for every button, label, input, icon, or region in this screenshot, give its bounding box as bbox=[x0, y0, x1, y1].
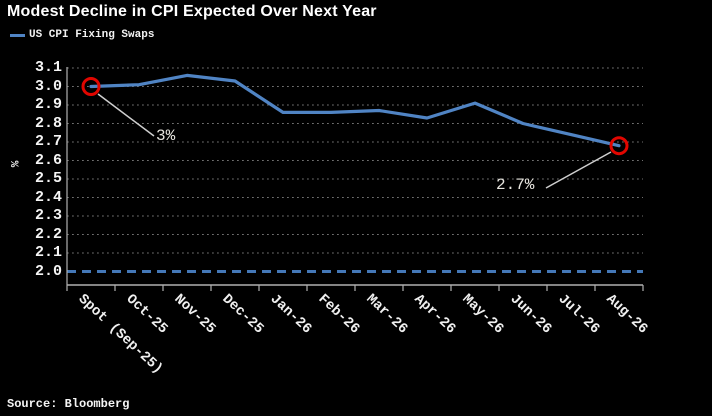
y-tick-label: 2.8 bbox=[34, 114, 62, 132]
y-tick-label: 2.1 bbox=[34, 244, 62, 261]
annotation-label: 2.7% bbox=[496, 176, 535, 194]
y-tick-label: 2.7 bbox=[34, 133, 62, 150]
y-tick-label: 2.6 bbox=[34, 151, 62, 169]
annotation-label: 3% bbox=[156, 127, 176, 145]
highlight-ring bbox=[609, 136, 629, 156]
y-tick-label: 2.3 bbox=[34, 207, 62, 224]
legend-line-swatch bbox=[10, 34, 25, 37]
annotation-leader-line bbox=[97, 93, 155, 137]
y-tick-label: 2.5 bbox=[34, 170, 62, 187]
legend: US CPI Fixing Swaps bbox=[10, 29, 154, 41]
y-tick-label: 2.9 bbox=[34, 96, 62, 113]
y-tick-label: 2.2 bbox=[34, 225, 62, 243]
series-line-us-cpi-fixing-swaps bbox=[89, 73, 621, 148]
y-tick-label: 3.0 bbox=[34, 77, 62, 95]
y-tick-label: 3.1 bbox=[34, 59, 62, 76]
highlight-ring bbox=[81, 77, 101, 96]
source-note: Source: Bloomberg bbox=[7, 397, 130, 411]
chart-title: Modest Decline in CPI Expected Over Next… bbox=[7, 3, 377, 20]
y-tick-label: 2.0 bbox=[34, 262, 62, 280]
legend-series-label: US CPI Fixing Swaps bbox=[29, 29, 155, 41]
y-tick-label: 2.4 bbox=[34, 188, 62, 206]
annotation-leader-line bbox=[545, 151, 612, 189]
